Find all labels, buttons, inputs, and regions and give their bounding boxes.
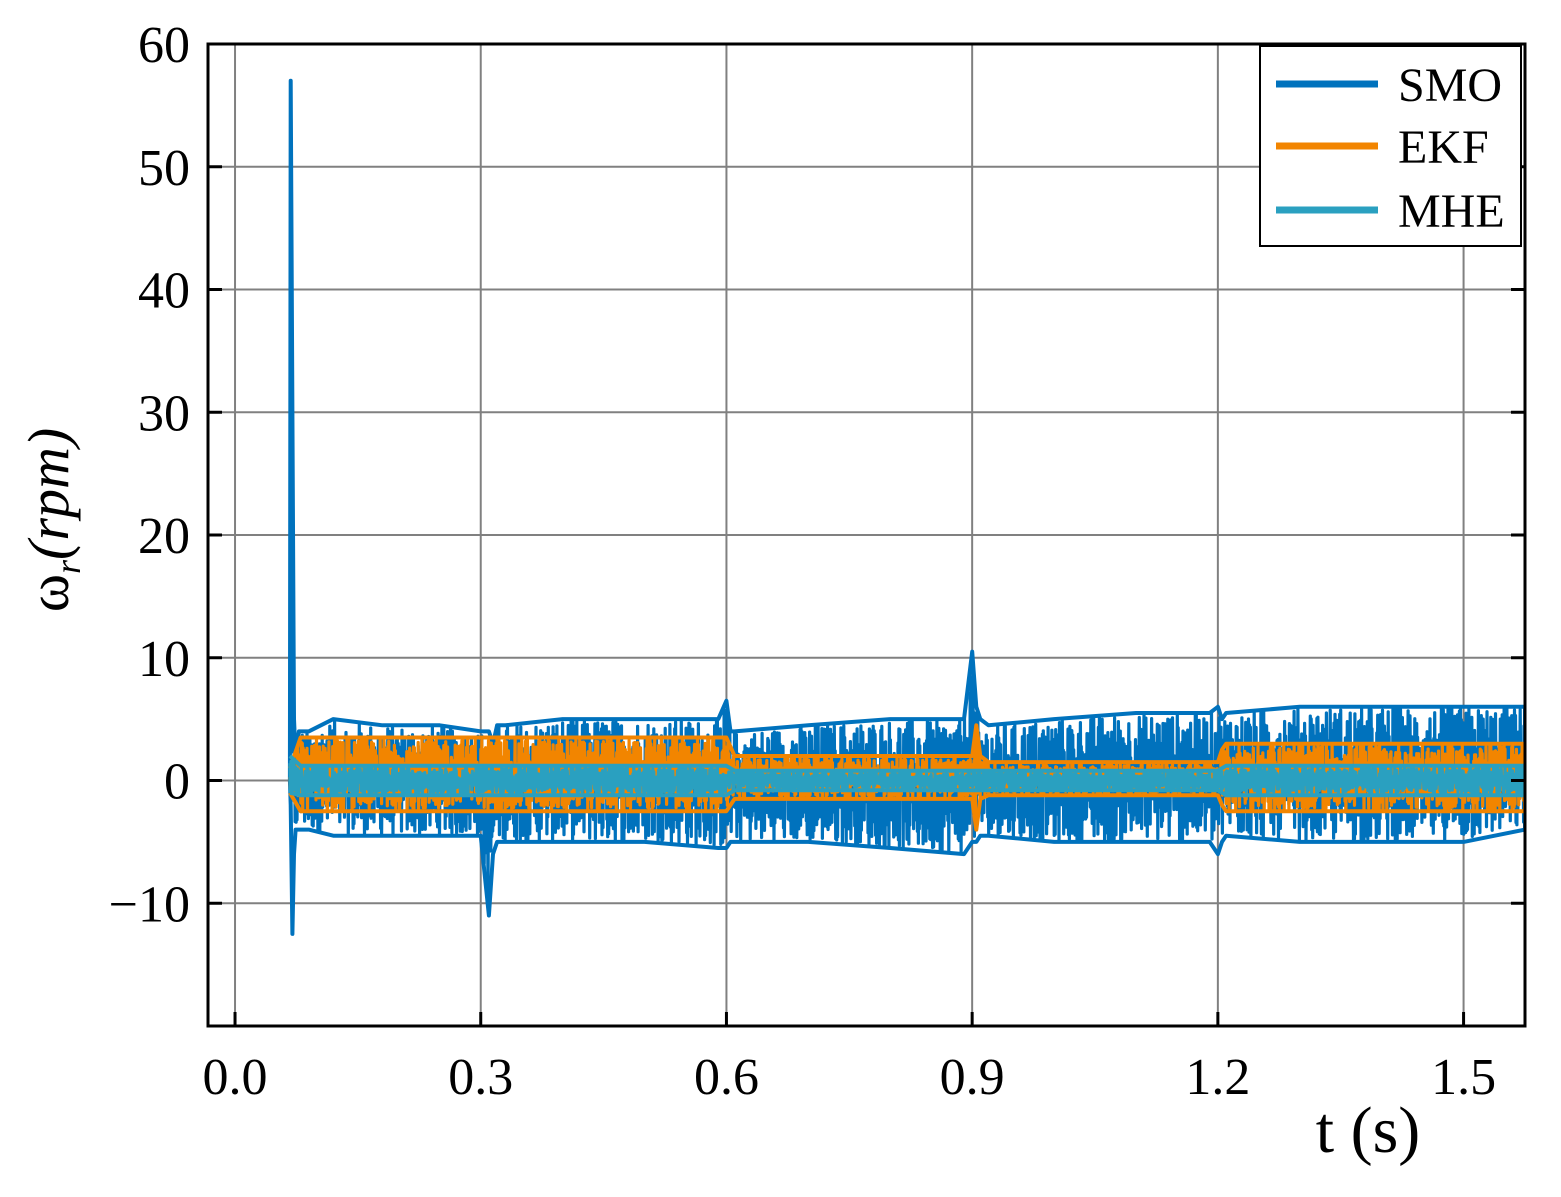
y-tick-label: 40 [138, 263, 190, 320]
x-tick-label: 0.9 [940, 1049, 1005, 1106]
y-tick-label: 50 [138, 140, 190, 197]
legend-label-ekf: EKF [1398, 121, 1489, 174]
y-tick-label: 0 [164, 754, 190, 811]
x-tick-label: 1.2 [1185, 1049, 1250, 1106]
x-tick-label: 1.5 [1431, 1049, 1496, 1106]
x-tick-label: 0.6 [694, 1049, 759, 1106]
x-tick-labels: 0.0 0.3 0.6 0.9 1.2 1.5 [203, 1049, 1497, 1106]
y-tick-label: 30 [138, 385, 190, 442]
y-axis-title: ωr(rpm) [16, 428, 88, 612]
legend-label-smo: SMO [1398, 59, 1502, 112]
tick-marks [208, 42, 1525, 1026]
y-axis-subscript: r [48, 559, 88, 574]
y-tick-label: −10 [109, 876, 190, 933]
y-tick-label: 20 [138, 508, 190, 565]
x-tick-label: 0.3 [448, 1049, 513, 1106]
series-envelope-mhe [288, 754, 1525, 798]
series-mhe [288, 754, 1525, 798]
series-envelope-smo [287, 78, 1525, 936]
y-tick-label: 10 [138, 631, 190, 688]
y-axis-symbol: ω [16, 574, 81, 612]
x-tick-label: 0.0 [203, 1049, 268, 1106]
y-axis-unit: (rpm) [16, 428, 81, 560]
x-axis-title: t (s) [1316, 1094, 1420, 1167]
legend-label-mhe: MHE [1398, 185, 1505, 238]
series-layer [287, 78, 1525, 936]
legend: SMO EKF MHE [1259, 45, 1522, 247]
series-envelope-ekf [288, 723, 1525, 832]
y-tick-labels: −10 0 10 20 30 40 50 60 [109, 17, 190, 933]
y-tick-label: 60 [138, 17, 190, 74]
series-line-mhe [288, 759, 1525, 797]
